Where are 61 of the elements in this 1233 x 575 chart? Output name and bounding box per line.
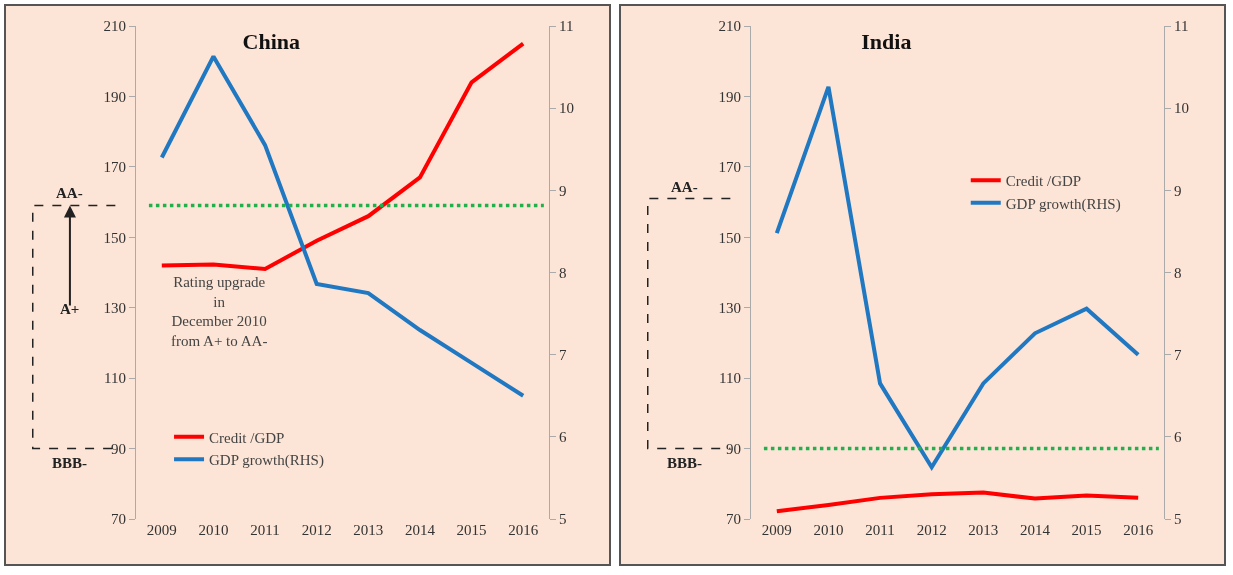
y-tick-label: 150 bbox=[103, 229, 126, 246]
x-tick-label: 2013 bbox=[968, 522, 999, 538]
x-tick-label: 2011 bbox=[250, 522, 280, 538]
x-tick-label: 2012 bbox=[301, 522, 332, 538]
legend-label: GDP growth(RHS) bbox=[209, 452, 324, 469]
y2-tick-label: 10 bbox=[1174, 100, 1189, 117]
y-tick-label: 210 bbox=[103, 18, 126, 35]
x-tick-label: 2015 bbox=[456, 522, 487, 538]
legend-label: Credit /GDP bbox=[209, 429, 285, 446]
y-tick-label: 70 bbox=[111, 511, 126, 528]
y2-tick-label: 6 bbox=[559, 429, 567, 446]
x-tick-label: 2015 bbox=[1071, 522, 1102, 538]
chart-title: India bbox=[861, 29, 912, 55]
x-tick-label: 2016 bbox=[508, 522, 539, 538]
y-tick-label: 170 bbox=[718, 159, 741, 176]
x-tick-label: 2014 bbox=[404, 522, 436, 538]
y2-tick-label: 6 bbox=[1174, 429, 1182, 446]
x-tick-label: 2011 bbox=[865, 522, 895, 538]
y-tick-label: 90 bbox=[726, 440, 741, 457]
legend-label: GDP growth(RHS) bbox=[1005, 195, 1121, 213]
x-tick-label: 2009 bbox=[146, 522, 177, 538]
y2-tick-label: 8 bbox=[559, 264, 567, 281]
y2-tick-label: 7 bbox=[559, 346, 567, 363]
line-series bbox=[774, 490, 1141, 514]
y2-tick-label: 9 bbox=[1174, 182, 1182, 199]
y2-tick-label: 9 bbox=[559, 182, 567, 199]
y-tick-label: 190 bbox=[718, 88, 741, 105]
x-tick-label: 2012 bbox=[916, 522, 947, 538]
y-tick-label: 170 bbox=[103, 159, 126, 176]
y-tick-label: 190 bbox=[103, 88, 126, 105]
x-tick-label: 2010 bbox=[813, 522, 844, 538]
text: AA- bbox=[56, 185, 83, 201]
text: BBB- bbox=[667, 455, 703, 471]
y-tick-label: 210 bbox=[718, 18, 741, 35]
x-tick-label: 2014 bbox=[1019, 522, 1051, 538]
y2-tick-label: 7 bbox=[1174, 346, 1182, 363]
x-tick-label: 2010 bbox=[198, 522, 229, 538]
annotation: Rating upgrade in December 2010 from A+ to AA- bbox=[171, 274, 268, 349]
y-tick-label: 70 bbox=[726, 511, 741, 528]
y-tick-label: 130 bbox=[718, 299, 741, 316]
y-tick-label: 90 bbox=[111, 440, 126, 457]
y2-tick-label: 11 bbox=[559, 18, 574, 35]
text: BBB- bbox=[52, 455, 88, 471]
y-tick-label: 110 bbox=[719, 370, 741, 387]
line-series bbox=[774, 84, 1141, 470]
text: AA- bbox=[671, 179, 698, 195]
x-tick-label: 2016 bbox=[1123, 522, 1154, 538]
y2-tick-label: 5 bbox=[559, 511, 567, 528]
y2-tick-label: 8 bbox=[1174, 264, 1182, 281]
y-tick-label: 130 bbox=[103, 299, 126, 316]
x-tick-label: 2009 bbox=[761, 522, 792, 538]
y2-tick-label: 11 bbox=[1174, 18, 1189, 35]
legend-label: Credit /GDP bbox=[1005, 173, 1082, 190]
y-tick-label: 150 bbox=[718, 229, 741, 246]
y-tick-label: 110 bbox=[104, 370, 126, 387]
line-series bbox=[159, 54, 526, 398]
y2-tick-label: 5 bbox=[1174, 511, 1182, 528]
chart-title: China bbox=[242, 29, 301, 55]
text: A+ bbox=[60, 301, 80, 317]
y2-tick-label: 10 bbox=[559, 100, 574, 117]
x-tick-label: 2013 bbox=[353, 522, 384, 538]
